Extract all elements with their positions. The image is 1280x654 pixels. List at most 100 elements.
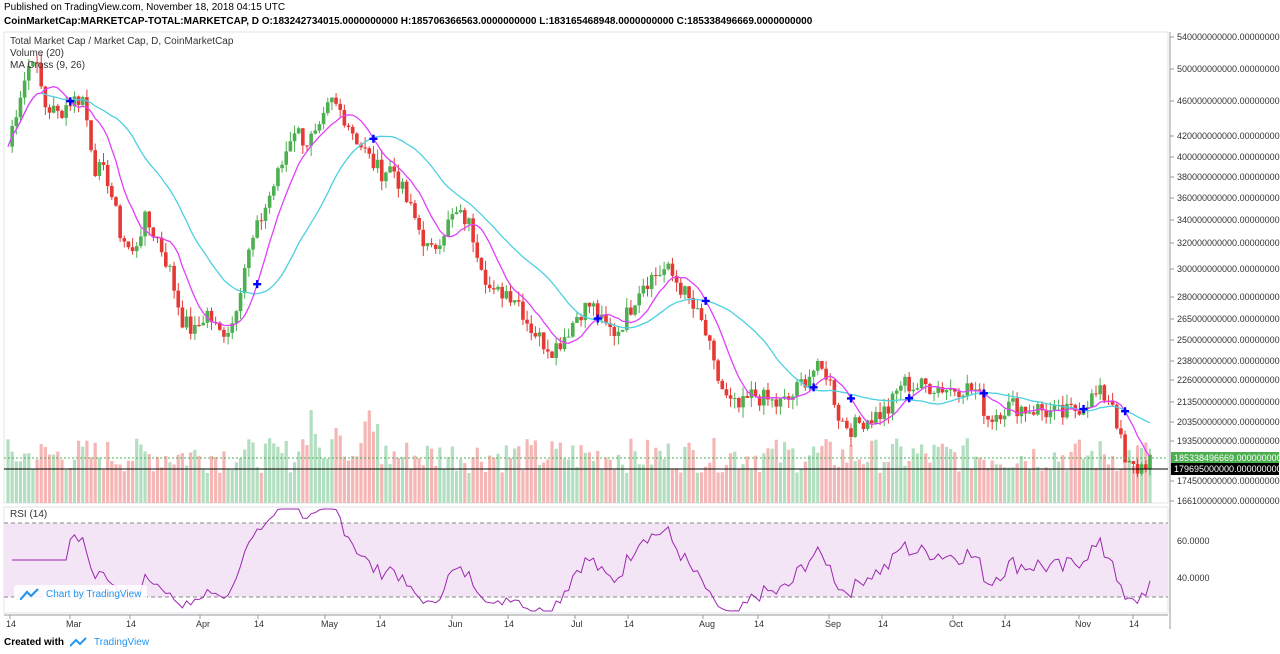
volume-bar [571,445,575,503]
volume-bar [110,460,114,503]
candle-body [1090,393,1094,408]
candle-body [969,383,974,391]
candle-body [604,314,608,324]
time-tick-label: 14 [6,619,16,629]
volume-bar [737,468,741,503]
candle-body [803,379,808,388]
candle-body [936,387,941,393]
volume-bar [351,455,355,503]
candle-body [114,197,118,206]
candle-body [546,349,550,352]
volume-bar [201,469,205,503]
created-with-label: Created with [4,636,65,648]
candle-body [280,164,284,169]
volume-bar [558,442,562,503]
candle-body [732,398,737,400]
candle-body [85,97,89,121]
legend-ma-cross[interactable]: MA Cross (9, 26) [10,60,86,71]
candle-body [1094,393,1098,395]
time-tick-label: 14 [376,619,386,629]
candle-body [533,333,538,337]
candle-body [1007,401,1011,416]
candle-body [471,218,475,243]
candle-body [56,105,60,111]
candle-body [911,389,916,392]
candle-body [438,245,442,249]
candle-body [645,285,650,289]
time-tick-label: 14 [504,619,514,629]
candle-body [305,145,309,147]
volume-bar [832,464,836,503]
candle-body [550,351,554,358]
price-tick-label: 166100000000.0000000000 [1177,496,1280,506]
candle-body [712,340,716,361]
volume-bar [251,442,255,503]
candle-body [874,412,878,424]
candle-body [512,300,517,303]
chart-by-tradingview-badge[interactable]: Chart by TradingView [14,585,148,603]
candle-body [948,388,953,391]
legend-volume[interactable]: Volume (20) [10,48,64,59]
volume-bar [23,453,27,503]
volume-bar [1148,460,1152,503]
candle-body [1031,412,1036,415]
candle-body [242,268,247,294]
volume-bar [728,453,733,503]
candle-body [404,181,409,203]
candle-body [566,336,571,338]
volume-bar [1019,455,1023,503]
volume-bar [878,472,882,503]
volume-bar [625,472,629,503]
volume-bar [143,451,147,503]
candle-body [670,263,675,276]
candle-body [616,331,621,337]
rsi-label[interactable]: RSI (14) [10,509,48,520]
volume-bar [666,443,670,503]
volume-bar [334,427,338,503]
candle-body [629,307,633,315]
volume-bar [961,445,965,503]
time-tick-label: 14 [878,619,888,629]
candle-body [172,265,176,291]
volume-bar [288,472,292,503]
candle-body [429,243,434,245]
candle-body [217,322,222,330]
candle-body [795,382,799,397]
volume-bar [43,446,47,503]
candle-body [612,327,617,337]
volume-bar [562,458,567,503]
tradingview-link[interactable]: TradingView [94,636,150,648]
volume-bar [27,453,31,503]
candle-body [338,103,343,110]
candle-body [388,166,392,173]
volume-bar [641,464,645,503]
volume-bar [629,438,633,503]
candle-body [205,310,210,323]
volume-bar [890,443,895,503]
legend-title[interactable]: Total Market Cap / Market Cap, D, CoinMa… [10,36,234,47]
volume-bar [106,441,110,503]
candle-body [222,329,226,337]
price-pane [3,31,1169,504]
volume-bar [575,467,579,503]
volume-bar [35,459,39,503]
candle-body [93,150,98,177]
volume-bar [546,459,550,503]
candle-body [226,332,230,337]
candle-body [973,389,978,391]
price-tick-label: 300000000000.0000000000 [1177,264,1280,274]
volume-bar [367,410,371,503]
volume-bar [753,455,758,503]
candle-body [409,202,413,204]
candle-body [919,378,924,389]
rsi-line [12,508,1151,612]
candle-body [907,376,911,392]
volume-bar [612,469,616,503]
candle-body [110,186,114,198]
volume-bar [305,445,309,503]
candle-body [18,97,23,118]
candle-body [923,378,928,385]
volume-bar [1081,458,1086,503]
volume-bar [704,466,708,503]
